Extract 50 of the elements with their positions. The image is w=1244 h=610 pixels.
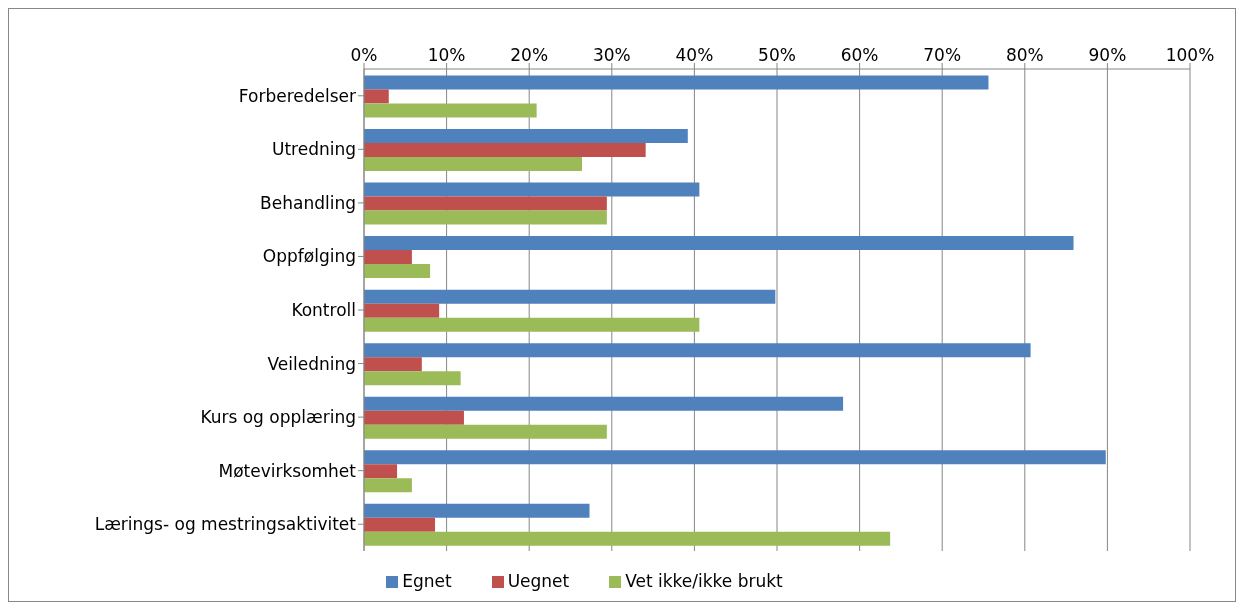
bar [364,196,607,211]
x-tick-label: 10% [427,45,466,65]
bar [364,450,1106,465]
bar [364,357,422,372]
x-tick-label: 90% [1088,45,1127,65]
bar [364,103,537,118]
bar [364,264,431,279]
y-tick-label: Utredning [271,139,356,160]
legend-label: Vet ikke/ikke brukt [625,571,783,591]
bar [364,371,461,386]
y-tick-label: Behandling [260,192,356,213]
bar [364,250,412,265]
bar [364,410,464,425]
x-tick-label: 100% [1165,45,1215,65]
x-tick-label: 30% [592,45,631,65]
bar [364,210,607,225]
bar [364,343,1031,358]
y-tick-label: Oppfølging [262,246,356,267]
bar [364,503,590,518]
x-tick-label: 40% [675,45,714,65]
bar [364,531,891,546]
x-tick-label: 70% [923,45,962,65]
bar [364,424,607,439]
x-tick-label: 50% [758,45,796,65]
x-tick-label: 0% [350,45,378,65]
x-tick-label: 80% [1005,45,1044,65]
bar [364,478,412,493]
bar [364,517,436,532]
legend-label: Uegnet [507,571,570,591]
bar [364,182,700,197]
bar [364,317,700,332]
y-tick-label: Kontroll [291,300,356,321]
x-tick-label: 60% [840,45,879,65]
y-tick-label: Veiledning [267,353,356,374]
y-tick-label: Lærings- og mestringsaktivitet [94,514,357,535]
bar [364,289,776,304]
bar [364,236,1074,251]
bar [364,75,989,90]
y-tick-label: Kurs og opplæring [200,407,356,428]
bar [364,89,389,104]
bar [364,156,583,171]
legend-label: Egnet [402,571,452,591]
x-tick-label: 20% [510,45,549,65]
bar [364,396,844,411]
y-tick-label: Møtevirksomhet [218,460,357,481]
bar [364,464,398,479]
bar [364,128,688,143]
bar [364,303,440,318]
bar [364,142,646,157]
y-tick-label: Forberedelser [238,85,356,106]
